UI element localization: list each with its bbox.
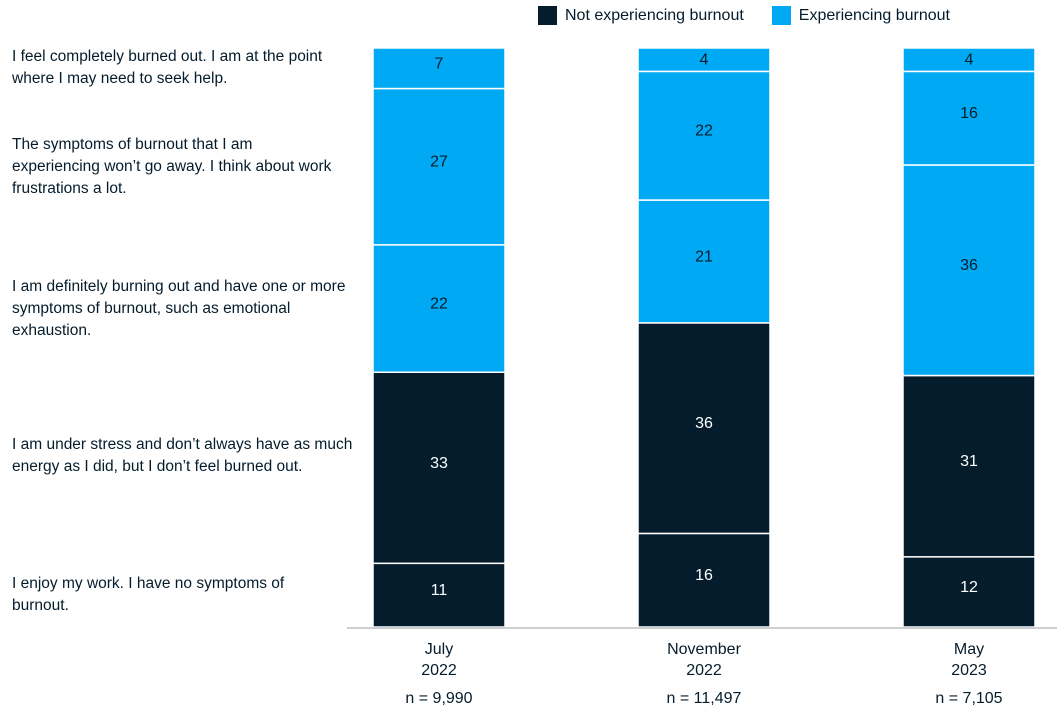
row-label-seek-help: I feel completely burned out. I am at th… xyxy=(12,48,323,87)
x-tick-sample-size-may-2023: n = 7,105 xyxy=(935,690,1002,707)
data-label-november-2022-seek-help: 4 xyxy=(700,52,709,69)
bar-segment-november-2022-symptoms-persist xyxy=(637,70,771,201)
bar-segment-may-2023-seek-help xyxy=(902,47,1036,73)
legend-item-experiencing: Experiencing burnout xyxy=(771,6,950,25)
data-label-may-2023-symptoms-persist: 16 xyxy=(960,105,978,122)
bar-segment-july-2022-seek-help xyxy=(372,47,506,90)
bar-segment-november-2022-under-stress xyxy=(637,322,771,535)
legend-item-not-experiencing: Not experiencing burnout xyxy=(538,6,744,25)
x-tick-month-may-2023: May xyxy=(954,641,984,658)
data-label-november-2022-symptoms-persist: 22 xyxy=(695,123,713,140)
data-label-may-2023-enjoy-work: 12 xyxy=(960,579,978,596)
legend-swatch-not-experiencing xyxy=(538,6,557,25)
data-label-november-2022-under-stress: 36 xyxy=(695,415,713,432)
x-tick-year-may-2023: 2023 xyxy=(951,662,987,679)
x-tick-month-november-2022: November xyxy=(667,641,741,658)
legend-label-not-experiencing: Not experiencing burnout xyxy=(565,6,744,24)
row-label-symptoms-persist: The symptoms of burnout that I am experi… xyxy=(12,136,332,197)
legend-swatch-experiencing xyxy=(771,6,791,25)
data-label-may-2023-seek-help: 4 xyxy=(965,52,974,69)
data-label-july-2022-under-stress: 33 xyxy=(430,455,448,472)
data-label-july-2022-enjoy-work: 11 xyxy=(431,582,448,599)
chart-legend: Not experiencing burnout Experiencing bu… xyxy=(538,6,950,25)
row-label-enjoy-work: I enjoy my work. I have no symptoms of b… xyxy=(12,575,285,614)
bar-segment-july-2022-under-stress xyxy=(372,371,506,565)
data-label-may-2023-under-stress: 31 xyxy=(960,453,978,470)
bar-segment-november-2022-seek-help xyxy=(637,47,771,73)
x-tick-sample-size-november-2022: n = 11,497 xyxy=(667,690,742,707)
data-label-november-2022-burning-out: 21 xyxy=(695,248,713,265)
data-label-july-2022-seek-help: 7 xyxy=(435,55,444,72)
row-label-burning-out: I am definitely burning out and have one… xyxy=(12,278,346,339)
row-label-under-stress: I am under stress and don’t always have … xyxy=(12,436,353,475)
bar-segment-november-2022-enjoy-work xyxy=(637,532,771,628)
bar-segment-november-2022-burning-out xyxy=(637,199,771,324)
x-tick-year-november-2022: 2022 xyxy=(686,662,722,679)
data-label-may-2023-burning-out: 36 xyxy=(960,257,978,274)
legend-label-experiencing: Experiencing burnout xyxy=(798,6,950,24)
bar-segment-july-2022-symptoms-persist xyxy=(372,87,506,246)
x-tick-year-july-2022: 2022 xyxy=(421,662,457,679)
bar-segment-may-2023-symptoms-persist xyxy=(902,70,1036,166)
bar-segment-july-2022-burning-out xyxy=(372,244,506,373)
x-tick-month-july-2022: July xyxy=(425,641,453,658)
data-label-july-2022-burning-out: 22 xyxy=(430,296,448,313)
data-label-july-2022-symptoms-persist: 27 xyxy=(430,154,448,171)
bar-segment-may-2023-burning-out xyxy=(902,164,1036,377)
x-tick-sample-size-july-2022: n = 9,990 xyxy=(405,690,472,707)
data-label-november-2022-enjoy-work: 16 xyxy=(695,567,713,584)
